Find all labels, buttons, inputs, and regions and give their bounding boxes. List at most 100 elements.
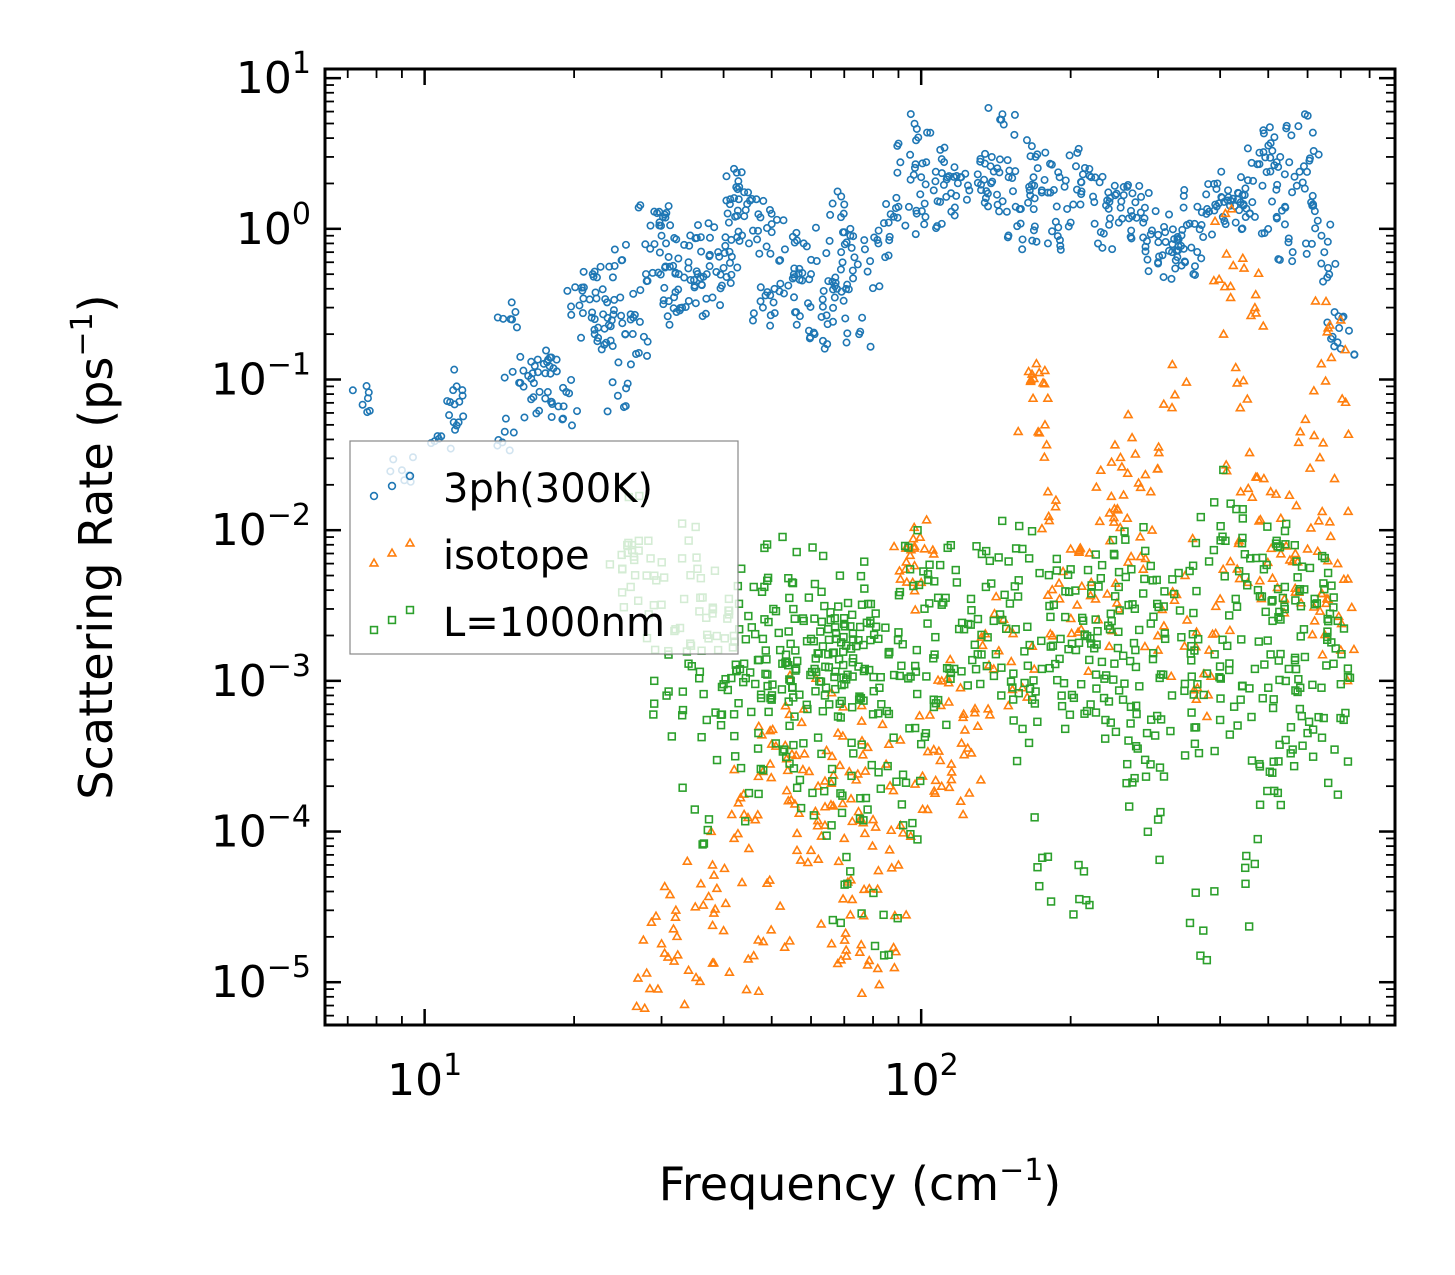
data-point xyxy=(1181,376,1192,386)
data-point xyxy=(921,729,931,738)
data-point xyxy=(1241,213,1250,222)
data-point xyxy=(1320,584,1329,594)
data-point xyxy=(559,402,568,411)
data-point xyxy=(1315,358,1327,368)
data-point xyxy=(1241,184,1250,193)
data-point xyxy=(715,252,724,261)
data-point xyxy=(1238,224,1247,233)
data-point xyxy=(1103,640,1115,651)
data-point xyxy=(966,747,977,757)
data-point xyxy=(1087,589,1096,598)
data-point xyxy=(885,647,894,657)
data-point xyxy=(641,270,650,279)
data-point xyxy=(1054,593,1065,603)
data-point xyxy=(842,284,851,293)
data-point xyxy=(678,711,687,720)
data-point xyxy=(1218,635,1227,644)
data-point xyxy=(789,740,798,750)
data-point xyxy=(790,614,799,623)
data-point xyxy=(1010,110,1019,119)
data-point xyxy=(846,893,858,904)
data-point xyxy=(1309,147,1318,156)
data-point xyxy=(946,774,957,784)
data-point xyxy=(779,941,790,951)
data-point xyxy=(921,514,932,524)
data-point xyxy=(1010,130,1019,139)
data-point xyxy=(808,543,817,552)
data-point xyxy=(1134,531,1146,541)
data-point xyxy=(782,764,794,775)
data-point xyxy=(795,854,807,864)
data-point xyxy=(543,388,552,397)
data-point xyxy=(1131,198,1140,207)
data-point xyxy=(857,749,869,759)
data-point xyxy=(1073,545,1085,555)
data-point xyxy=(901,556,912,566)
data-point xyxy=(764,725,776,735)
data-point xyxy=(1202,689,1214,699)
data-point xyxy=(860,245,869,254)
data-point xyxy=(866,342,875,351)
data-point xyxy=(806,302,815,311)
data-point xyxy=(617,256,626,265)
data-point xyxy=(826,608,835,617)
data-point xyxy=(712,755,722,765)
data-point xyxy=(1272,581,1283,592)
data-point xyxy=(1160,634,1170,644)
data-point xyxy=(648,268,657,277)
data-point xyxy=(655,248,664,257)
data-point xyxy=(1291,664,1301,674)
data-point xyxy=(752,809,764,819)
data-point xyxy=(1308,191,1317,200)
data-point xyxy=(741,817,750,826)
data-point xyxy=(1104,204,1113,213)
data-point xyxy=(591,288,600,297)
data-point xyxy=(849,274,858,283)
data-point xyxy=(957,173,966,182)
data-point xyxy=(783,795,794,805)
data-point xyxy=(1114,567,1124,577)
data-point xyxy=(1323,614,1332,624)
data-point xyxy=(901,778,911,787)
data-point xyxy=(893,859,904,869)
data-point xyxy=(1035,568,1044,578)
data-point xyxy=(1061,587,1070,596)
data-point xyxy=(1311,224,1320,233)
data-point xyxy=(730,194,739,203)
data-point xyxy=(1152,630,1164,640)
data-point xyxy=(879,910,888,920)
data-point xyxy=(567,302,576,311)
data-point xyxy=(1274,757,1283,766)
data-point xyxy=(1177,633,1186,642)
y-tick-label: 10−4 xyxy=(211,800,311,858)
data-point xyxy=(707,957,718,967)
data-point xyxy=(1190,739,1200,748)
data-point xyxy=(840,200,849,209)
data-point xyxy=(670,234,679,243)
data-point xyxy=(621,240,630,249)
data-point xyxy=(717,710,727,719)
data-point xyxy=(1320,248,1329,257)
data-point xyxy=(908,818,917,828)
data-point xyxy=(883,738,895,749)
data-point xyxy=(1146,561,1155,571)
data-point xyxy=(1159,602,1168,611)
data-point xyxy=(679,998,690,1009)
data-point xyxy=(643,337,652,346)
data-point xyxy=(1002,624,1011,633)
data-point xyxy=(680,240,689,249)
data-point xyxy=(567,421,576,430)
data-point xyxy=(1085,655,1094,665)
data-point xyxy=(1177,261,1186,270)
data-point xyxy=(610,295,619,304)
data-point xyxy=(827,764,837,774)
data-point xyxy=(1118,695,1128,704)
data-point xyxy=(730,731,739,741)
data-point xyxy=(885,232,894,241)
data-point xyxy=(590,315,599,324)
data-point xyxy=(792,236,801,245)
data-point xyxy=(1286,749,1295,758)
data-point xyxy=(1208,230,1217,239)
data-point xyxy=(784,669,796,680)
